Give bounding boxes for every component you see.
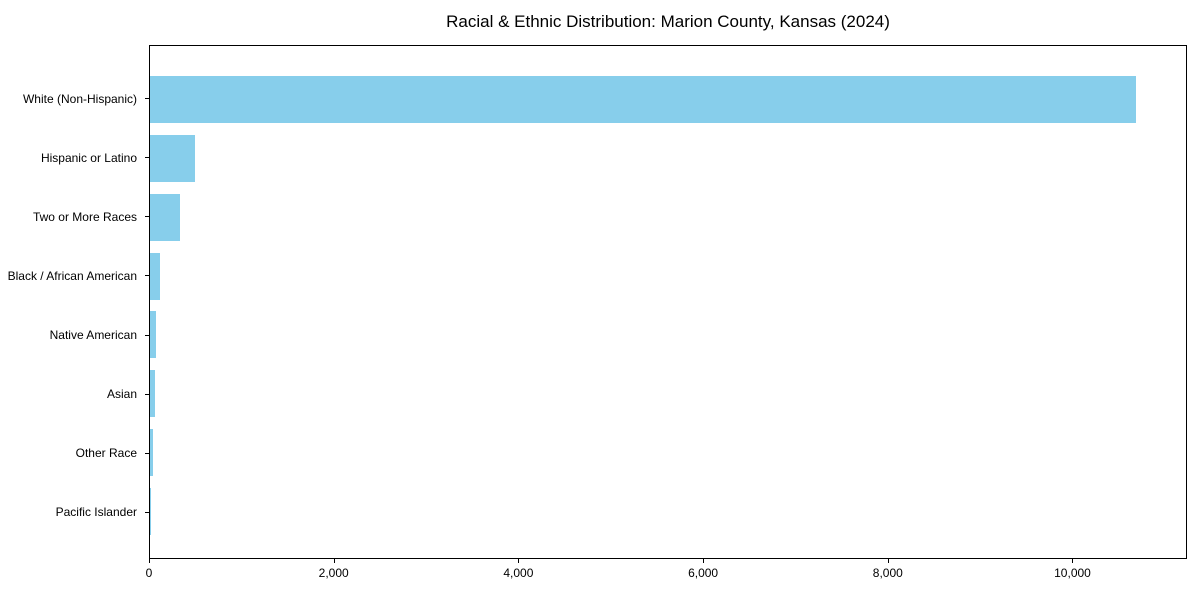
bar — [150, 311, 156, 359]
y-axis-tick — [145, 452, 149, 454]
y-axis-tick — [145, 216, 149, 218]
bar — [150, 193, 181, 241]
y-axis-label: White (Non-Hispanic) — [22, 91, 137, 106]
y-label-row: Other Race — [0, 424, 149, 483]
x-axis: 0 2,000 4,000 6,000 8,000 10,000 — [145, 559, 1187, 589]
x-axis-tick-label: 2,000 — [318, 566, 349, 580]
bars-layer — [150, 46, 1186, 558]
bar-row — [150, 129, 1186, 188]
y-axis-tick — [145, 393, 149, 395]
y-label-row: Hispanic or Latino — [0, 128, 149, 187]
bar — [150, 370, 156, 418]
y-axis-label: Black / African American — [7, 268, 137, 283]
y-axis-label: Two or More Races — [32, 209, 137, 224]
bar-row — [150, 306, 1186, 365]
x-axis-tick — [333, 559, 335, 563]
y-axis-tick — [145, 275, 149, 277]
chart-title: Racial & Ethnic Distribution: Marion Cou… — [446, 12, 890, 31]
bar-row — [150, 482, 1186, 541]
x-axis-tick — [887, 559, 889, 563]
x-axis-tick-label: 8,000 — [872, 566, 903, 580]
y-label-row: Native American — [0, 306, 149, 365]
y-label-row: White (Non-Hispanic) — [0, 69, 149, 128]
y-axis-label: Pacific Islander — [55, 505, 137, 520]
y-axis-tick — [145, 157, 149, 159]
y-axis-tick — [145, 334, 149, 336]
bar-row — [150, 364, 1186, 423]
y-axis-label: Asian — [106, 387, 137, 402]
x-axis-tick — [703, 559, 705, 563]
bar-row — [150, 188, 1186, 247]
bar — [150, 134, 196, 182]
y-label-row: Black / African American — [0, 246, 149, 305]
x-axis-tick — [1072, 559, 1074, 563]
y-axis-labels: White (Non-Hispanic) Hispanic or Latino Tw… — [0, 45, 149, 559]
bar-row — [150, 247, 1186, 306]
y-axis-tick — [145, 511, 149, 513]
bar — [150, 252, 161, 300]
x-axis-tick — [149, 559, 150, 563]
x-axis-tick-label: 4,000 — [503, 566, 534, 580]
y-axis-label: Native American — [49, 328, 137, 343]
x-axis-tick-label: 10,000 — [1054, 566, 1091, 580]
y-axis-label: Other Race — [75, 446, 137, 461]
bar — [150, 75, 1137, 123]
y-label-row: Two or More Races — [0, 187, 149, 246]
bar-row — [150, 70, 1186, 129]
bar-row — [150, 423, 1186, 482]
x-axis-tick — [518, 559, 520, 563]
x-axis-tick-label: 0 — [145, 566, 153, 580]
y-axis-tick — [145, 98, 149, 100]
y-label-row: Pacific Islander — [0, 483, 149, 542]
y-axis-label: Hispanic or Latino — [40, 150, 137, 165]
x-axis-tick-label: 6,000 — [688, 566, 719, 580]
bar — [150, 429, 153, 477]
plot-area — [149, 45, 1187, 559]
y-label-row: Asian — [0, 365, 149, 424]
